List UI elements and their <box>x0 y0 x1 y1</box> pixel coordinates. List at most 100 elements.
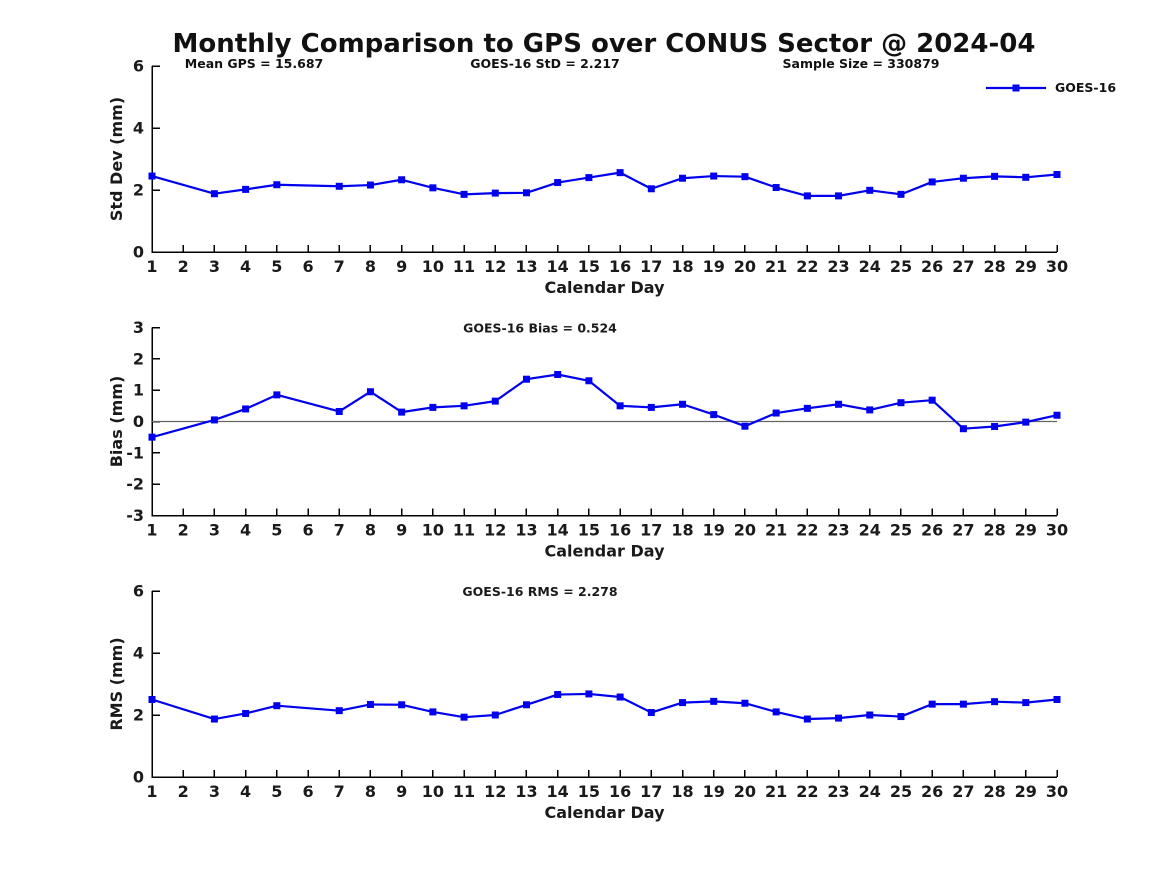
legend-line-sample <box>986 84 1046 91</box>
x-tick-label: 24 <box>859 257 881 276</box>
x-tick-label: 3 <box>209 521 220 540</box>
y-tick-label: 6 <box>133 582 144 601</box>
x-tick-label: 1 <box>146 257 157 276</box>
x-tick-label: 6 <box>302 782 313 801</box>
x-tick-label: 8 <box>365 257 376 276</box>
y-tick-label: 0 <box>133 412 144 431</box>
x-tick-label: 23 <box>827 257 849 276</box>
annotation-sample-size: Sample Size = 330879 <box>782 56 940 71</box>
x-tick-label: 6 <box>302 521 313 540</box>
y-axis-label: Std Dev (mm) <box>107 97 126 221</box>
x-tick-label: 4 <box>240 257 251 276</box>
x-tick-label: 18 <box>671 782 693 801</box>
data-point-marker <box>679 400 687 408</box>
x-tick-label: 25 <box>890 257 912 276</box>
data-point-marker <box>366 181 374 189</box>
x-tick-label: 20 <box>734 782 756 801</box>
data-point-marker <box>991 172 999 180</box>
y-tick-label: 2 <box>133 181 144 200</box>
x-tick-label: 3 <box>209 257 220 276</box>
x-tick-label: 8 <box>365 521 376 540</box>
data-point-marker <box>741 699 749 707</box>
x-axis-label: Calendar Day <box>545 542 666 561</box>
x-tick-label: 10 <box>422 782 444 801</box>
data-point-marker <box>1053 411 1061 419</box>
x-tick-label: 21 <box>765 782 787 801</box>
x-tick-label: 27 <box>952 257 974 276</box>
x-tick-label: 14 <box>547 257 569 276</box>
x-tick-label: 10 <box>422 521 444 540</box>
data-point-marker <box>335 182 343 190</box>
x-tick-label: 21 <box>765 257 787 276</box>
x-tick-label: 28 <box>983 782 1005 801</box>
data-point-marker <box>522 701 530 709</box>
x-tick-label: 17 <box>640 782 662 801</box>
x-tick-label: 21 <box>765 521 787 540</box>
data-point-marker <box>803 715 811 723</box>
annotation-mean-gps: Mean GPS = 15.687 <box>184 56 324 71</box>
data-point-marker <box>710 411 718 419</box>
x-tick-label: 25 <box>890 782 912 801</box>
x-tick-label: 2 <box>178 521 189 540</box>
data-point-marker <box>959 700 967 708</box>
x-tick-label: 27 <box>952 521 974 540</box>
legend-label: GOES-16 <box>1055 80 1117 95</box>
data-point-marker <box>866 186 874 194</box>
data-point-marker <box>928 178 936 186</box>
x-tick-label: 24 <box>859 521 881 540</box>
x-tick-label: 16 <box>609 257 631 276</box>
data-point-marker <box>148 696 156 703</box>
data-point-marker <box>991 423 999 431</box>
page-title: Monthly Comparison to GPS over CONUS Sec… <box>172 29 1036 59</box>
y-tick-label: 1 <box>133 381 144 400</box>
y-tick-label: 3 <box>133 318 144 337</box>
data-point-marker <box>991 698 999 706</box>
y-tick-label: 4 <box>133 119 144 138</box>
x-tick-label: 29 <box>1015 521 1037 540</box>
x-tick-label: 30 <box>1046 521 1068 540</box>
y-tick-label: -2 <box>126 475 144 494</box>
data-point-marker <box>710 697 718 705</box>
x-tick-label: 13 <box>515 521 537 540</box>
data-point-marker <box>273 702 281 710</box>
x-tick-label: 12 <box>484 782 506 801</box>
data-point-marker <box>522 375 530 383</box>
data-point-marker <box>242 405 250 413</box>
x-tick-label: 12 <box>484 521 506 540</box>
data-point-marker <box>210 715 218 723</box>
x-tick-label: 1 <box>146 521 157 540</box>
data-point-marker <box>554 179 562 187</box>
legend: GOES-16 <box>985 80 1116 95</box>
data-point-marker <box>242 709 250 717</box>
series-line-GOES-16 <box>150 171 1059 197</box>
x-tick-label: 15 <box>578 257 600 276</box>
data-point-marker <box>273 181 281 189</box>
x-tick-label: 7 <box>334 521 345 540</box>
x-tick-label: 17 <box>640 257 662 276</box>
data-point-marker <box>366 388 374 396</box>
x-tick-label: 9 <box>396 782 407 801</box>
x-tick-label: 15 <box>578 521 600 540</box>
data-point-marker <box>398 408 406 416</box>
series-line-GOES-16 <box>150 373 1059 439</box>
x-tick-label: 5 <box>271 782 282 801</box>
data-point-marker <box>897 399 905 407</box>
y-tick-label: 0 <box>133 243 144 262</box>
y-axis-label: Bias (mm) <box>107 376 126 468</box>
data-point-marker <box>429 184 437 192</box>
x-tick-label: 26 <box>921 782 943 801</box>
x-tick-label: 17 <box>640 521 662 540</box>
x-tick-label: 7 <box>334 782 345 801</box>
x-tick-label: 25 <box>890 521 912 540</box>
data-point-marker <box>679 174 687 182</box>
legend-square-marker-icon <box>1012 84 1020 91</box>
y-tick-label: 6 <box>133 57 144 76</box>
x-tick-label: 16 <box>609 521 631 540</box>
data-point-marker <box>585 690 593 698</box>
data-point-marker <box>585 377 593 385</box>
x-tick-label: 6 <box>302 257 313 276</box>
x-tick-label: 23 <box>827 521 849 540</box>
x-tick-label: 26 <box>921 257 943 276</box>
data-point-marker <box>959 174 967 182</box>
